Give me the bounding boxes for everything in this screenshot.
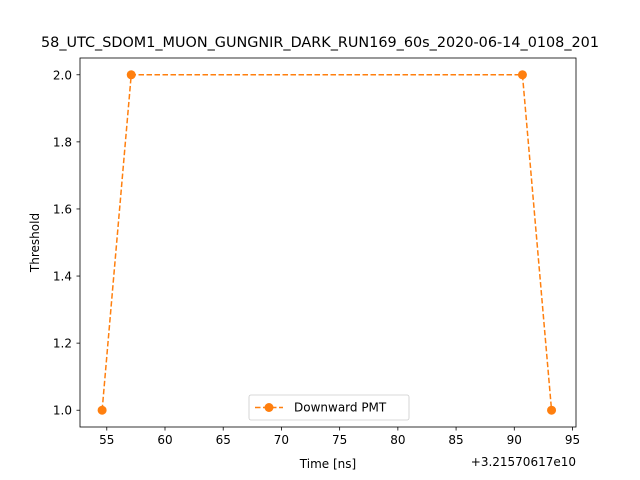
x-offset-label: +3.21570617e10 [471,455,576,469]
x-tick-label: 60 [157,433,172,447]
x-tick-label: 70 [274,433,289,447]
x-tick-label: 90 [507,433,522,447]
y-tick-label: 2.0 [53,68,72,82]
data-point [126,70,136,80]
axes-frame [79,57,577,428]
y-axis-label: Threshold [28,213,42,273]
legend-marker-sample [264,403,274,412]
x-tick-label: 55 [99,433,114,447]
legend-label: Downward PMT [294,401,387,415]
x-axis-label: Time [ns] [299,457,356,471]
x-tick-label: 85 [448,433,463,447]
chart-title: 58_UTC_SDOM1_MUON_GUNGNIR_DARK_RUN169_60… [41,35,599,51]
plot-area: 55 60 65 70 75 80 85 90 95 1.0 1.2 1.4 1.6 1.8 2.0 [53,68,580,447]
y-tick-label: 1.2 [53,337,72,351]
x-tick-label: 80 [390,433,405,447]
x-tick-label: 95 [565,433,580,447]
y-tick-label: 1.0 [53,404,72,418]
data-point [97,405,107,415]
data-point [547,405,557,415]
x-tick-label: 75 [332,433,347,447]
y-tick-label: 1.6 [53,202,72,216]
legend-box [248,394,410,421]
y-tick-label: 1.4 [53,270,72,284]
series-line-downward-pmt [101,74,553,411]
data-point [517,70,527,80]
x-tick-label: 65 [216,433,231,447]
legend: Downward PMT [248,394,410,421]
y-tick-label: 1.8 [53,135,72,149]
